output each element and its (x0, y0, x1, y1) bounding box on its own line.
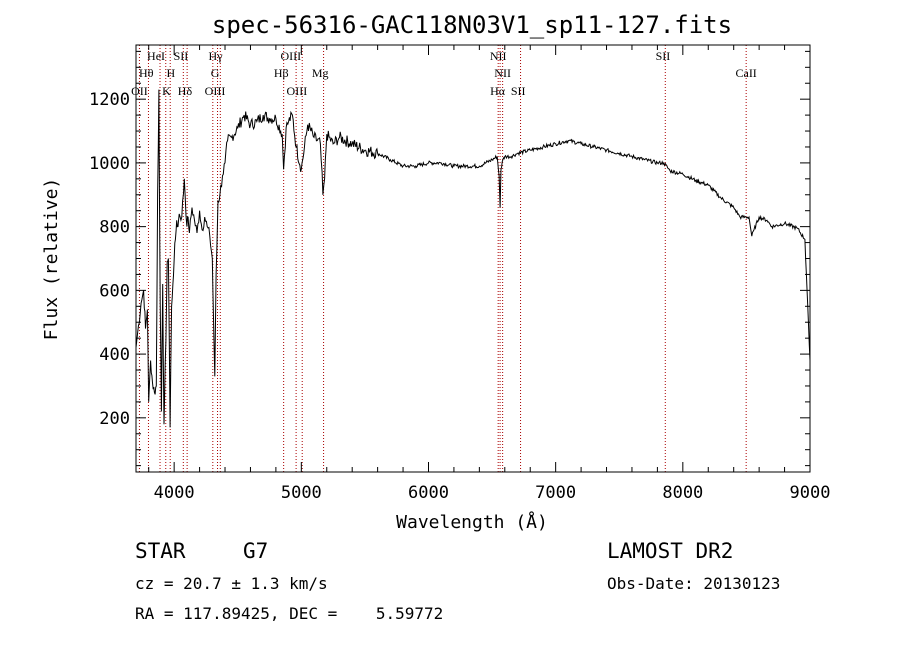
redshift-text: cz = 20.7 ± 1.3 km/s (135, 574, 328, 593)
spectral-line-markers (138, 45, 747, 472)
spectral-line-label: K (162, 84, 171, 98)
spectral-line-label: Hθ (139, 66, 154, 80)
spectral-line-label: OIII (280, 49, 301, 63)
object-subclass: G7 (243, 539, 268, 563)
y-tick-label: 600 (99, 281, 130, 301)
spectral-line-label: SII (511, 84, 526, 98)
survey-name: LAMOST DR2 (607, 539, 733, 563)
spectral-line-label: CaII (735, 66, 756, 80)
spectral-line-label: Hγ (209, 49, 224, 63)
spectral-line-label: SII (174, 49, 189, 63)
spectral-line-label: NII (490, 49, 507, 63)
x-tick-label: 8000 (662, 483, 703, 503)
obs-date-text: Obs-Date: 20130123 (607, 574, 780, 593)
spectral-line-label: OIII (287, 84, 308, 98)
x-tick-label: 5000 (281, 483, 322, 503)
spectral-line-labels: OII Hθ HeI KH SII Hδ G Hγ OIII Hβ OIII OIII Mg NII Hα N… (131, 49, 757, 98)
spectral-line-label: Hδ (178, 84, 193, 98)
spectrum-line (135, 89, 811, 428)
x-tick-label: 6000 (408, 483, 449, 503)
spectral-line-label: HeI (147, 49, 165, 63)
spectrum-series (135, 89, 811, 428)
coordinates-text: RA = 117.89425, DEC = 5.59772 (135, 604, 443, 623)
chart-title: spec-56316-GAC118N03V1_sp11-127.fits (212, 11, 732, 39)
y-axis-label: Flux (relative) (41, 178, 62, 341)
y-tick-label: 800 (99, 218, 130, 238)
x-axis-ticks: 4000 5000 6000 7000 8000 9000 (148, 45, 831, 503)
plot-frame (135, 44, 811, 473)
spectral-line-label: OIII (205, 84, 226, 98)
y-tick-label: 1200 (89, 90, 130, 110)
spectral-line-label: Hα (490, 84, 506, 98)
spectral-line-label: Hβ (274, 66, 289, 80)
y-tick-label: 400 (99, 345, 130, 365)
y-tick-label: 200 (99, 409, 130, 429)
spectral-line-label: OII (131, 84, 148, 98)
x-tick-label: 4000 (154, 483, 195, 503)
spectral-line-label: H (167, 66, 176, 80)
x-tick-label: 9000 (790, 483, 831, 503)
spectral-line-label: SII (656, 49, 671, 63)
y-axis-ticks: 200 400 600 800 1000 1200 (89, 50, 810, 467)
x-tick-label: 7000 (535, 483, 576, 503)
spectral-line-label: NII (494, 66, 511, 80)
spectral-line-label: G (211, 66, 220, 80)
x-axis-label: Wavelength (Å) (396, 511, 548, 533)
object-class: STAR (135, 539, 186, 563)
y-tick-label: 1000 (89, 154, 130, 174)
spectral-line-label: Mg (312, 66, 329, 80)
